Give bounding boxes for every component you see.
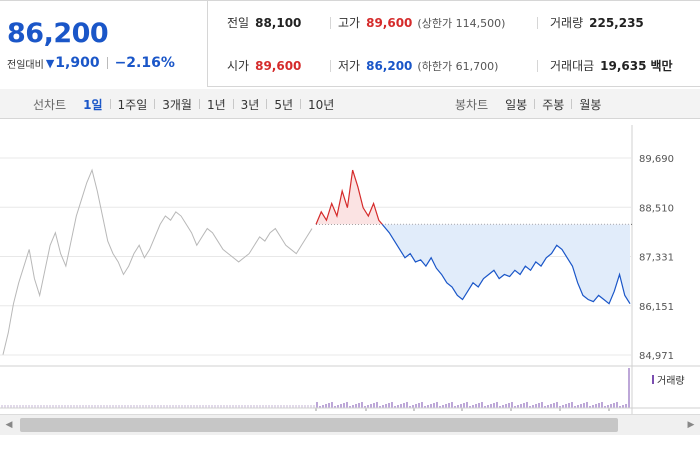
y-tick-label: 84,971 <box>639 351 674 362</box>
volume-value: 225,235 <box>589 15 644 30</box>
divider <box>232 99 234 109</box>
tab-monthly-candle[interactable]: 월봉 <box>579 97 602 112</box>
lower-limit-label: 하한가 <box>421 59 453 73</box>
low-label: 저가 <box>338 59 361 73</box>
y-tick-label: 87,331 <box>639 253 674 264</box>
current-price-box: 86,200 전일대비 ▼ 1,900 −2.16% <box>0 1 208 87</box>
change-amount: 1,900 <box>55 55 100 71</box>
prev-close-value: 88,100 <box>255 15 302 30</box>
tab-1-year[interactable]: 1년 <box>206 97 226 112</box>
scroll-left-icon[interactable]: ◀ <box>5 420 13 430</box>
price-chart[interactable]: 89,690 88,510 87,331 86,151 84,971 <box>0 125 700 415</box>
divider <box>266 99 268 109</box>
divider <box>106 57 108 69</box>
volume-label: 거래량 <box>550 16 584 30</box>
upper-limit-label: 상한가 <box>421 16 453 30</box>
tab-1-week[interactable]: 1주일 <box>117 97 148 112</box>
scroll-right-icon[interactable]: ▶ <box>687 420 695 430</box>
upper-limit-value: 114,500 <box>455 16 502 30</box>
divider <box>571 99 573 109</box>
low-value: 86,200 <box>366 58 413 73</box>
change-label: 전일대비 <box>7 59 44 71</box>
y-tick-label: 86,151 <box>639 302 674 313</box>
divider <box>300 99 302 109</box>
today-line-up <box>315 169 384 225</box>
divider <box>154 99 156 109</box>
tab-weekly-candle[interactable]: 주봉 <box>542 97 565 112</box>
current-price: 86,200 <box>7 18 109 49</box>
chart-scrollbar[interactable]: ◀ ▶ <box>0 414 700 435</box>
line-chart-tabs: 선차트 1일 1주일 3개월 1년 3년 5년 10년 <box>33 89 341 119</box>
high-label: 고가 <box>338 16 361 30</box>
tab-daily-candle[interactable]: 일봉 <box>505 97 528 112</box>
candle-chart-tabs: 봉차트 일봉 주봉 월봉 <box>455 89 608 119</box>
open-label: 시가 <box>227 59 250 73</box>
volume-legend: 거래량 <box>652 372 685 387</box>
y-tick-label: 88,510 <box>639 203 674 214</box>
volume-swatch <box>652 375 654 384</box>
low-price: 저가 86,200 (하한가 61,700) <box>338 44 498 87</box>
upper-limit: (상한가 114,500) <box>417 16 506 30</box>
lower-limit: (하한가 61,700) <box>417 59 499 73</box>
high-value: 89,600 <box>366 15 413 30</box>
down-area <box>316 224 630 304</box>
trade-value-unit: 백만 <box>650 59 673 73</box>
trade-value: 거래대금 19,635 백만 <box>550 44 673 87</box>
tab-10-years[interactable]: 10년 <box>308 97 335 112</box>
open-value: 89,600 <box>255 58 302 73</box>
line-chart-label: 선차트 <box>33 97 67 112</box>
divider <box>109 99 111 109</box>
change-rate: −2.16% <box>114 55 175 71</box>
divider <box>537 17 538 29</box>
tab-3-months[interactable]: 3개월 <box>162 97 192 112</box>
volume: 거래량 225,235 <box>550 1 644 44</box>
tab-3-years[interactable]: 3년 <box>240 97 260 112</box>
lower-limit-value: 61,700 <box>455 59 495 73</box>
price-chart-svg: 89,690 88,510 87,331 86,151 84,971 <box>0 125 700 415</box>
prev-close: 전일 88,100 <box>227 1 301 44</box>
divider <box>537 60 538 72</box>
prev-close-label: 전일 <box>227 16 250 30</box>
y-tick-label: 89,690 <box>639 154 674 165</box>
trade-value-amount: 19,635 <box>600 58 647 73</box>
down-triangle-icon: ▼ <box>45 56 55 70</box>
divider <box>330 17 331 29</box>
trade-value-label: 거래대금 <box>550 59 595 73</box>
today-line-down <box>315 224 631 305</box>
divider <box>330 60 331 72</box>
period-tab-bar: 선차트 1일 1주일 3개월 1년 3년 5년 10년 봉차트 일봉 주봉 월봉 <box>0 89 700 119</box>
tab-1-day[interactable]: 1일 <box>83 97 103 112</box>
divider <box>198 99 200 109</box>
divider <box>534 99 536 109</box>
prev-day-line <box>2 168 313 355</box>
tab-5-years[interactable]: 5년 <box>274 97 294 112</box>
open-price: 시가 89,600 <box>227 44 301 87</box>
change-row: 전일대비 ▼ 1,900 −2.16% <box>7 55 175 71</box>
price-summary: 86,200 전일대비 ▼ 1,900 −2.16% 전일 88,100 고가 … <box>0 0 700 87</box>
scroll-thumb[interactable] <box>20 418 618 432</box>
high-price: 고가 89,600 (상한가 114,500) <box>338 1 505 44</box>
candle-chart-label: 봉차트 <box>455 97 489 112</box>
price-detail-grid: 전일 88,100 고가 89,600 (상한가 114,500) 거래량 22… <box>209 1 700 87</box>
volume-legend-label: 거래량 <box>657 376 685 387</box>
